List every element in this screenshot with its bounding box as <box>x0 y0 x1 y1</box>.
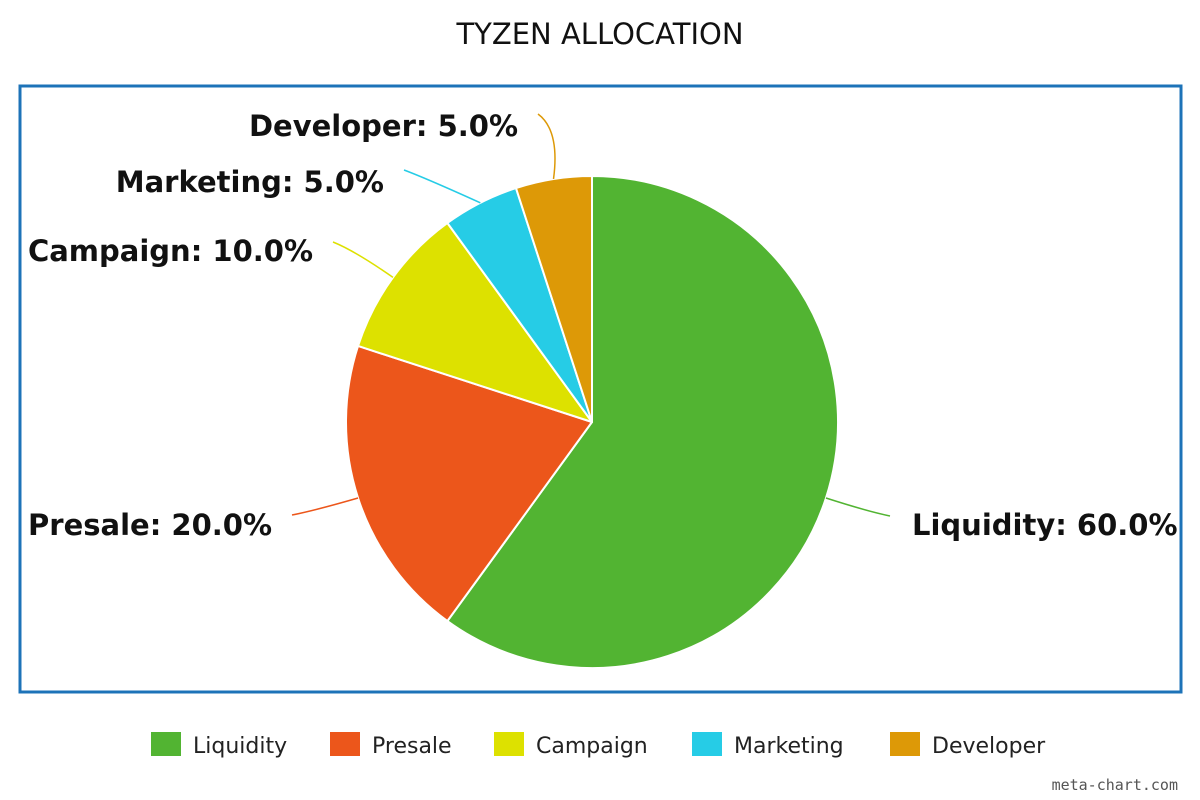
legend-label-campaign: Campaign <box>536 734 648 759</box>
slice-label-liquidity: Liquidity: 60.0% <box>912 508 1178 542</box>
slice-label-developer: Developer: 5.0% <box>249 109 518 143</box>
legend-label-developer: Developer <box>932 734 1046 759</box>
slice-label-presale: Presale: 20.0% <box>28 508 272 542</box>
legend-item-liquidity[interactable]: Liquidity <box>151 732 287 759</box>
leader-line-developer <box>537 113 556 180</box>
slice-label-marketing: Marketing: 5.0% <box>116 165 384 199</box>
chart-title: TYZEN ALLOCATION <box>455 17 743 51</box>
legend-item-developer[interactable]: Developer <box>890 732 1046 759</box>
legend-label-marketing: Marketing <box>734 734 844 759</box>
legend-swatch-presale <box>330 732 360 756</box>
pie-slice-campaign[interactable] <box>357 221 593 423</box>
legend-swatch-marketing <box>692 732 722 756</box>
leader-line-marketing <box>403 169 481 204</box>
pie-slices <box>345 175 839 669</box>
legend-swatch-campaign <box>494 732 524 756</box>
leader-line-presale <box>291 497 359 516</box>
legend-swatch-developer <box>890 732 920 756</box>
legend-label-presale: Presale <box>372 734 452 759</box>
slice-labels: Liquidity: 60.0% Presale: 20.0% Campaign: … <box>28 109 1178 542</box>
legend: Liquidity Presale Campaign Marketing Develop… <box>151 732 1046 759</box>
slice-label-campaign: Campaign: 10.0% <box>28 234 313 268</box>
legend-item-campaign[interactable]: Campaign <box>494 732 648 759</box>
leader-line-campaign <box>332 241 394 279</box>
leader-lines <box>291 113 891 517</box>
legend-swatch-liquidity <box>151 732 181 756</box>
plot-frame <box>18 84 1183 694</box>
leader-line-liquidity <box>825 497 891 517</box>
watermark: meta-chart.com <box>1052 776 1178 794</box>
pie-slice-presale[interactable] <box>345 344 593 623</box>
pie-slice-liquidity[interactable] <box>446 175 839 669</box>
legend-label-liquidity: Liquidity <box>193 734 287 759</box>
legend-item-presale[interactable]: Presale <box>330 732 452 759</box>
legend-item-marketing[interactable]: Marketing <box>692 732 844 759</box>
